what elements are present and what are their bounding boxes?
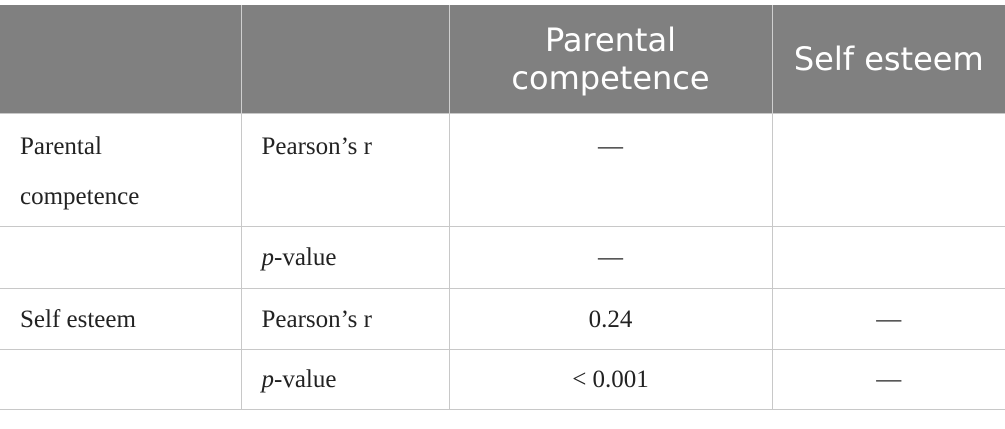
header-cell: Self esteem: [771, 5, 1005, 114]
table-cell: Self esteem: [0, 288, 242, 350]
cell-text: —: [598, 133, 623, 160]
cell-text: —: [876, 366, 902, 393]
table-row: p-value < 0.001 —: [0, 349, 1005, 410]
table-cell: —: [771, 349, 1005, 410]
table-cell: p-value: [240, 349, 450, 410]
italic-text: p: [261, 366, 275, 393]
header-cell: [240, 5, 449, 114]
cell-text: Self esteem: [20, 306, 136, 333]
cell-text: Pearson’s r: [261, 133, 372, 160]
table-cell: Pearson’s r: [240, 288, 450, 350]
table-cell: Pearson’s r: [240, 113, 450, 227]
cell-text: Self esteem: [793, 40, 984, 78]
header-row: Parental competence Self esteem: [0, 5, 1005, 114]
table-cell: 0.24: [448, 288, 773, 350]
table-cell: [771, 226, 1005, 289]
cell-text: —: [598, 244, 623, 271]
table-cell: —: [448, 226, 773, 289]
table-cell: Parental competence: [0, 113, 242, 227]
cell-text: -value: [274, 244, 337, 271]
cell-text: 0.24: [588, 306, 633, 333]
table-cell: < 0.001: [448, 349, 773, 410]
table-cell: [0, 226, 242, 289]
page: Parental competence Self esteem Parental …: [0, 5, 1005, 429]
cell-text: —: [876, 306, 902, 333]
table-row: Self esteem Pearson’s r 0.24 —: [0, 288, 1005, 350]
header-cell: Parental competence: [448, 5, 772, 114]
table-body: Parental competence Pearson’s r — p-value — S…: [0, 113, 1005, 410]
cell-text: < 0.001: [572, 366, 649, 393]
table-cell: [0, 349, 242, 410]
table-cell: [771, 113, 1005, 227]
table-row: p-value —: [0, 226, 1005, 289]
cell-text: Parental competence: [20, 133, 140, 210]
cell-text: -value: [274, 366, 337, 393]
header-cell: [0, 5, 241, 114]
cell-text: Parental competence: [511, 21, 710, 97]
table-row: Parental competence Pearson’s r —: [0, 113, 1005, 227]
cell-text: Pearson’s r: [261, 306, 372, 333]
table-cell: —: [771, 288, 1005, 350]
correlation-table: Parental competence Self esteem Parental …: [0, 5, 1005, 410]
italic-text: p: [261, 244, 275, 271]
table-cell: p-value: [240, 226, 450, 289]
table-cell: —: [448, 113, 773, 227]
